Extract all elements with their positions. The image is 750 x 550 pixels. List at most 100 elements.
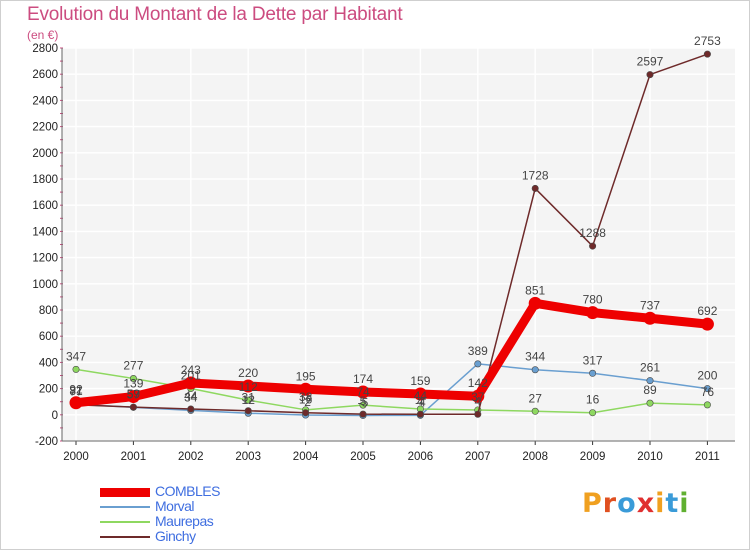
y-tick-label: 400 — [39, 357, 58, 369]
data-label-morval: 317 — [583, 353, 603, 367]
y-tick-label: 2000 — [32, 148, 58, 160]
data-label-morval: 12 — [242, 393, 256, 407]
data-label-combles: 780 — [583, 293, 603, 307]
data-point-ginchy — [187, 405, 195, 413]
logo-letter: i — [679, 488, 690, 519]
data-point-combles — [299, 382, 313, 396]
line-chart: -200 0 200 400 600 800 1000 1200 1400 1600 1800 200… — [32, 34, 735, 463]
data-label-morval: 389 — [468, 344, 488, 358]
logo-letter: i — [655, 488, 666, 519]
y-tick-label: -200 — [35, 436, 58, 448]
x-tick-label: 2006 — [408, 451, 434, 463]
data-label-ginchy: 59 — [127, 387, 141, 401]
data-point-ginchy — [703, 50, 711, 58]
data-point-ginchy — [244, 407, 252, 415]
legend-label: Maurepas — [155, 513, 214, 529]
data-point-combles — [643, 311, 657, 325]
y-tick-label: 0 — [52, 410, 58, 422]
legend-swatch — [100, 487, 150, 497]
data-point-combles — [126, 390, 140, 404]
data-label-combles: 195 — [296, 369, 316, 383]
data-label-morval: 200 — [697, 369, 717, 383]
data-label-ginchy: 1728 — [522, 168, 549, 182]
data-point-maurepas — [129, 375, 137, 383]
data-label-maurepas: 277 — [123, 359, 143, 373]
data-label-maurepas: 201 — [181, 368, 201, 382]
data-point-maurepas — [531, 407, 539, 415]
data-point-maurepas — [72, 365, 80, 373]
data-point-maurepas — [359, 401, 367, 409]
logo-letter: t — [665, 488, 680, 519]
chart-subtitle: (en €) — [27, 28, 59, 42]
data-label-maurepas: 76 — [701, 385, 715, 399]
data-label-maurepas: 16 — [586, 393, 600, 407]
data-label-combles: 737 — [640, 298, 660, 312]
data-point-morval — [646, 377, 654, 385]
logo-letter: o — [617, 488, 637, 519]
data-label-morval: 261 — [640, 361, 660, 375]
plot-area — [62, 48, 735, 441]
data-point-ginchy — [129, 403, 137, 411]
data-point-ginchy — [474, 410, 482, 418]
data-point-combles — [241, 379, 255, 393]
data-point-morval — [703, 385, 711, 393]
data-label-ginchy: 5 — [360, 394, 367, 408]
data-label-ginchy: 4 — [417, 394, 424, 408]
data-label-ginchy: 2753 — [694, 34, 721, 48]
data-label-combles: 139 — [123, 377, 143, 391]
legend-label: Ginchy — [155, 528, 196, 544]
data-point-morval — [589, 369, 597, 377]
y-tick-label: 1400 — [32, 226, 58, 238]
data-point-maurepas — [703, 401, 711, 409]
x-tick-label: 2005 — [350, 451, 376, 463]
data-label-maurepas: 27 — [529, 391, 543, 405]
data-point-ginchy — [646, 71, 654, 79]
data-point-combles — [586, 306, 600, 320]
data-label-ginchy: 4 — [474, 394, 481, 408]
data-point-combles — [356, 385, 370, 399]
x-tick-label: 2007 — [465, 451, 491, 463]
chart-title: Evolution du Montant de la Dette par Hab… — [27, 4, 403, 25]
data-label-maurepas: 74 — [356, 385, 370, 399]
logo-letter: x — [636, 488, 656, 519]
data-label-ginchy: 31 — [242, 391, 256, 405]
data-label-combles: 243 — [181, 363, 201, 377]
data-label-morval: 34 — [184, 390, 198, 404]
x-tick-label: 2001 — [121, 451, 147, 463]
data-label-morval: 57 — [127, 387, 141, 401]
data-point-combles — [471, 389, 485, 403]
y-tick-label: 2200 — [32, 122, 58, 134]
data-label-maurepas: 37 — [471, 390, 485, 404]
data-label-morval: 344 — [525, 350, 545, 364]
data-label-maurepas: 89 — [643, 383, 657, 397]
data-label-ginchy: 77 — [69, 385, 83, 399]
data-label-combles: 92 — [69, 383, 83, 397]
y-tick-label: 200 — [39, 384, 58, 396]
x-tick-label: 2009 — [580, 451, 606, 463]
data-point-combles — [413, 387, 427, 401]
x-tick-label: 2004 — [293, 451, 319, 463]
data-label-ginchy: 44 — [184, 389, 198, 403]
y-tick-label: 1800 — [32, 174, 58, 186]
legend-swatch — [100, 521, 150, 523]
legend-label: Morval — [155, 498, 195, 514]
data-label-maurepas: 347 — [66, 349, 86, 363]
data-point-ginchy — [416, 410, 424, 418]
data-label-combles: 220 — [238, 366, 258, 380]
proxiti-logo: Proxiti — [582, 488, 690, 519]
data-label-combles: 142 — [468, 376, 488, 390]
logo-letter: r — [602, 488, 618, 519]
legend-swatch — [100, 506, 150, 508]
logo-letter: P — [582, 488, 603, 519]
data-label-morval: -2 — [300, 395, 311, 409]
data-label-combles: 159 — [410, 374, 430, 388]
data-label-ginchy: 1288 — [579, 226, 606, 240]
data-point-combles — [69, 396, 83, 410]
data-label-ginchy: 2597 — [637, 55, 664, 69]
data-point-morval — [474, 360, 482, 368]
data-label-morval: 81 — [69, 384, 83, 398]
y-tick-label: 600 — [39, 331, 58, 343]
x-tick-label: 2008 — [522, 451, 548, 463]
data-point-ginchy — [302, 409, 310, 417]
legend-swatch — [100, 536, 150, 538]
